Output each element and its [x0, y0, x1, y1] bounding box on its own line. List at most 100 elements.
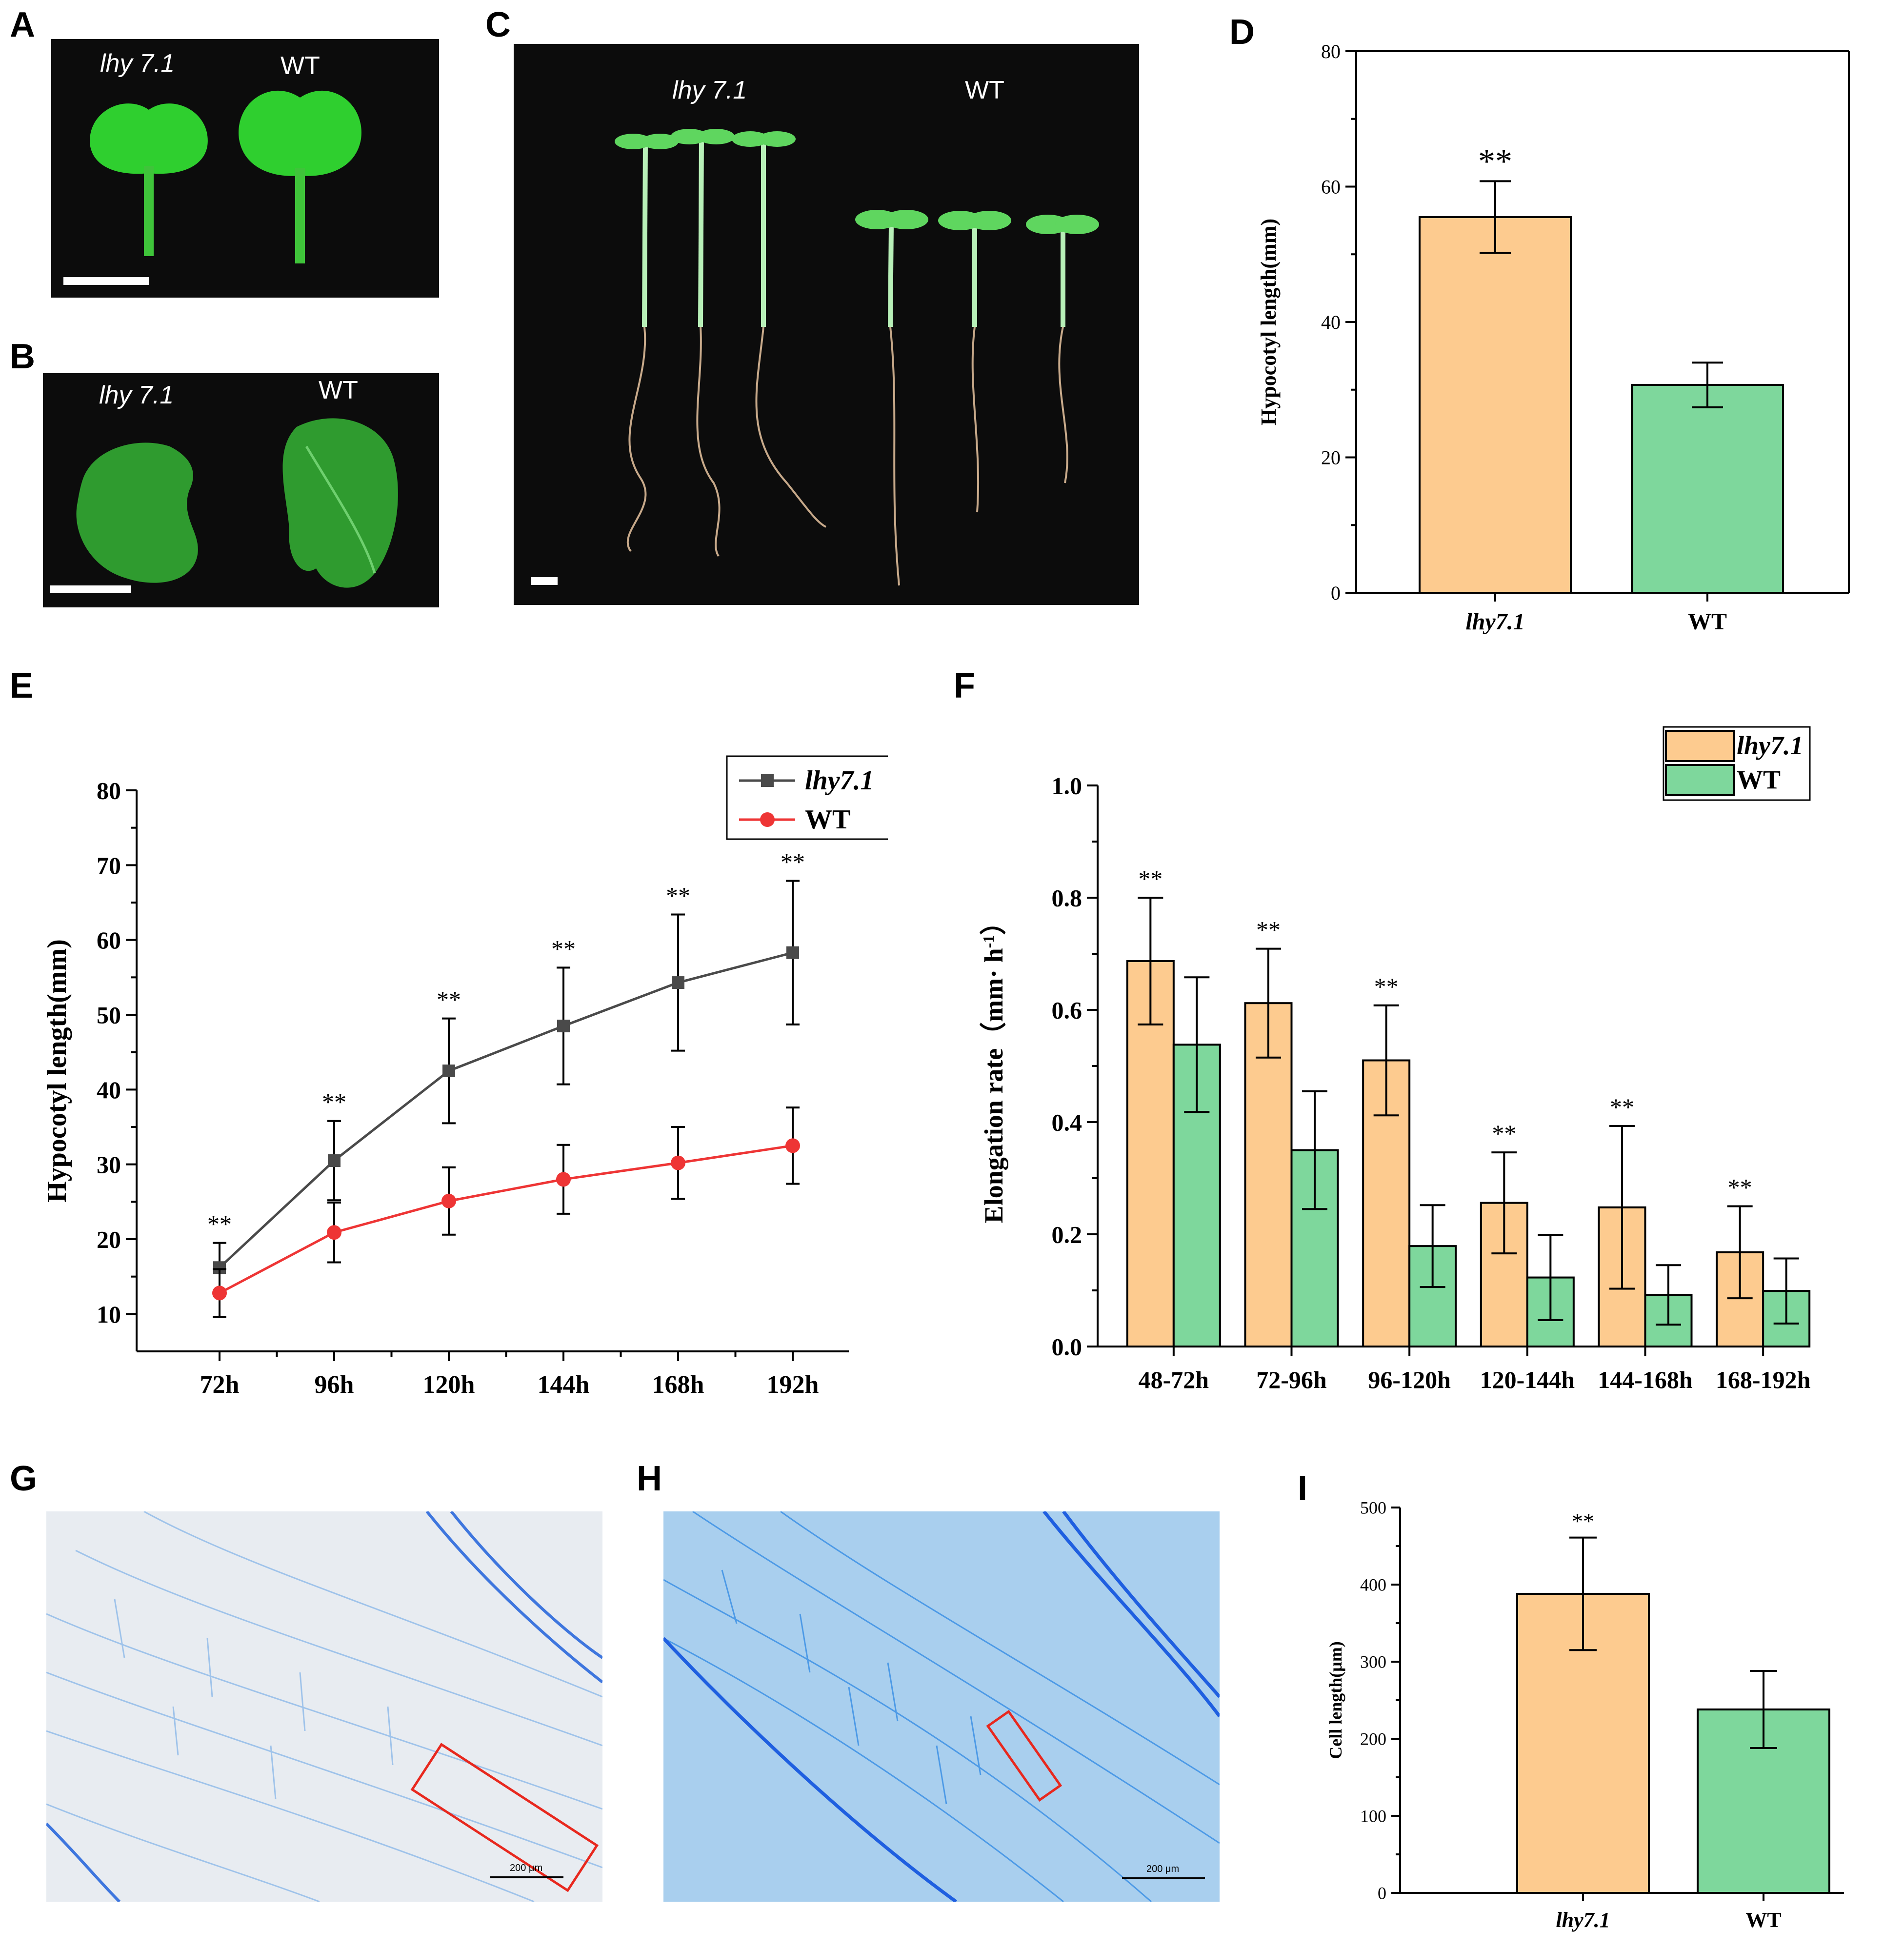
y-tick-label: 60 — [1321, 176, 1341, 198]
scale-bar — [63, 277, 149, 285]
micrograph-wt: 200 μm — [663, 1511, 1220, 1902]
legend-swatch — [1665, 730, 1735, 762]
micrograph-h-cells — [663, 1511, 1220, 1902]
micrograph-g-cells — [46, 1511, 602, 1902]
y-tick-label: 0.2 — [1052, 1221, 1082, 1248]
bar — [1419, 216, 1572, 594]
y-tick-label: 40 — [97, 1076, 121, 1104]
panel-letter-a: A — [10, 5, 35, 44]
data-point — [557, 1020, 570, 1032]
significance-label: ** — [551, 935, 576, 962]
y-tick-label: 0.4 — [1052, 1109, 1082, 1136]
legend-label: WT — [1737, 765, 1781, 794]
data-point — [442, 1065, 455, 1077]
significance-label: ** — [1374, 973, 1399, 1000]
panel-letter-b: B — [10, 337, 35, 376]
x-tick-label: 72h — [200, 1371, 240, 1399]
data-point — [441, 1193, 456, 1208]
x-tick-label: lhy7.1 — [1556, 1908, 1610, 1932]
cotyledon-illustration — [90, 90, 361, 263]
significance-label: ** — [666, 882, 690, 909]
panel-letter-h: H — [637, 1459, 662, 1498]
photo-b-label-wt: WT — [319, 376, 358, 404]
significance-label: ** — [1478, 142, 1512, 180]
legend-label: lhy7.1 — [805, 765, 874, 796]
y-tick-label: 30 — [97, 1151, 121, 1178]
y-tick-label: 400 — [1360, 1575, 1386, 1595]
x-tick-label: 48-72h — [1139, 1366, 1209, 1393]
x-tick-label: 120h — [423, 1371, 475, 1399]
chart-cell-length-bar: 0 100 200 300 400 500 lhy7.1 ** WT Cell length(μm… — [1326, 1498, 1844, 1932]
legend-marker — [760, 812, 775, 827]
significance-label: ** — [1728, 1174, 1752, 1201]
panel-letter-f: F — [954, 666, 975, 705]
y-tick-label: 20 — [97, 1226, 121, 1253]
chart-hypocotyl-length-timecourse: 10 20 30 40 50 60 70 80 72h 96h 120h 144h 168h 192h **… — [42, 755, 888, 1399]
y-axis-label: Hypocotyl length(mm) — [1257, 219, 1281, 425]
x-tick-label: 168-192h — [1716, 1366, 1811, 1393]
legend-swatch — [1665, 764, 1735, 796]
photo-b-label-lhy: lhy 7.1 — [99, 381, 174, 409]
photo-a-label-wt: WT — [281, 52, 320, 80]
y-axis-label: Hypocotyl length(mm) — [42, 939, 72, 1203]
x-tick-label: WT — [1688, 609, 1727, 635]
photo-a-label-lhy: lhy 7.1 — [100, 49, 175, 78]
y-tick-label: 50 — [97, 1002, 121, 1029]
data-point — [212, 1286, 227, 1301]
data-point — [785, 1138, 800, 1153]
data-point — [327, 1225, 341, 1240]
y-tick-label: 20 — [1321, 447, 1341, 469]
micrograph-lhy: 200 μm — [46, 1511, 602, 1902]
y-tick-label: 80 — [97, 777, 121, 804]
y-tick-label: 1.0 — [1052, 772, 1082, 800]
significance-label: ** — [1572, 1509, 1594, 1534]
micrograph-h-scale-label: 200 μm — [1146, 1864, 1180, 1874]
legend-box — [726, 755, 888, 840]
data-point — [786, 946, 799, 959]
significance-label: ** — [1138, 865, 1162, 892]
y-tick-label: 80 — [1321, 40, 1341, 62]
y-tick-label: 500 — [1360, 1498, 1386, 1518]
series-line-lhy71 — [219, 951, 793, 1269]
y-tick-label: 0 — [1331, 582, 1341, 604]
y-tick-label: 200 — [1360, 1729, 1386, 1749]
micrograph-g-scale-label: 200 μm — [510, 1863, 543, 1873]
x-tick-label: WT — [1745, 1908, 1781, 1932]
legend-label: lhy7.1 — [1737, 731, 1804, 760]
legend-label: WT — [805, 804, 850, 835]
significance-label: ** — [1492, 1120, 1516, 1147]
series-line-wt — [219, 1144, 793, 1294]
significance-label: ** — [322, 1088, 346, 1116]
y-tick-label: 0.8 — [1052, 885, 1082, 912]
y-tick-label: 300 — [1360, 1652, 1386, 1672]
photo-c-label-lhy: lhy 7.1 — [672, 76, 747, 104]
y-axis-label: Elongation rate（mm· h-1） — [979, 909, 1008, 1224]
photo-c-label-wt: WT — [965, 76, 1004, 104]
data-point — [328, 1154, 341, 1167]
x-tick-label: 120-144h — [1480, 1366, 1575, 1393]
y-axis-label: Cell length(μm) — [1326, 1641, 1345, 1759]
scale-bar — [50, 585, 131, 593]
y-tick-label: 60 — [97, 926, 121, 954]
legend-marker — [761, 774, 774, 787]
significance-label: ** — [437, 986, 461, 1013]
photo-true-leaves: lhy 7.1 WT — [43, 373, 439, 607]
bar — [1244, 1002, 1293, 1347]
panel-letter-c: C — [485, 5, 511, 44]
bar — [1631, 384, 1784, 594]
data-point — [671, 1155, 685, 1170]
significance-label: ** — [781, 848, 805, 876]
significance-label: ** — [207, 1210, 232, 1238]
data-point — [672, 976, 684, 989]
y-tick-label: 0 — [1378, 1884, 1386, 1903]
y-tick-label: 100 — [1360, 1807, 1386, 1826]
x-tick-label: 96h — [315, 1371, 354, 1399]
panel-letter-i: I — [1298, 1469, 1308, 1508]
panel-letter-g: G — [10, 1459, 38, 1498]
seedlings-illustration — [615, 129, 1099, 586]
x-tick-label: 72-96h — [1256, 1366, 1327, 1393]
x-tick-label: 168h — [652, 1371, 704, 1399]
scale-bar — [531, 577, 558, 585]
significance-label: ** — [1256, 916, 1281, 944]
y-tick-label: 40 — [1321, 311, 1341, 333]
